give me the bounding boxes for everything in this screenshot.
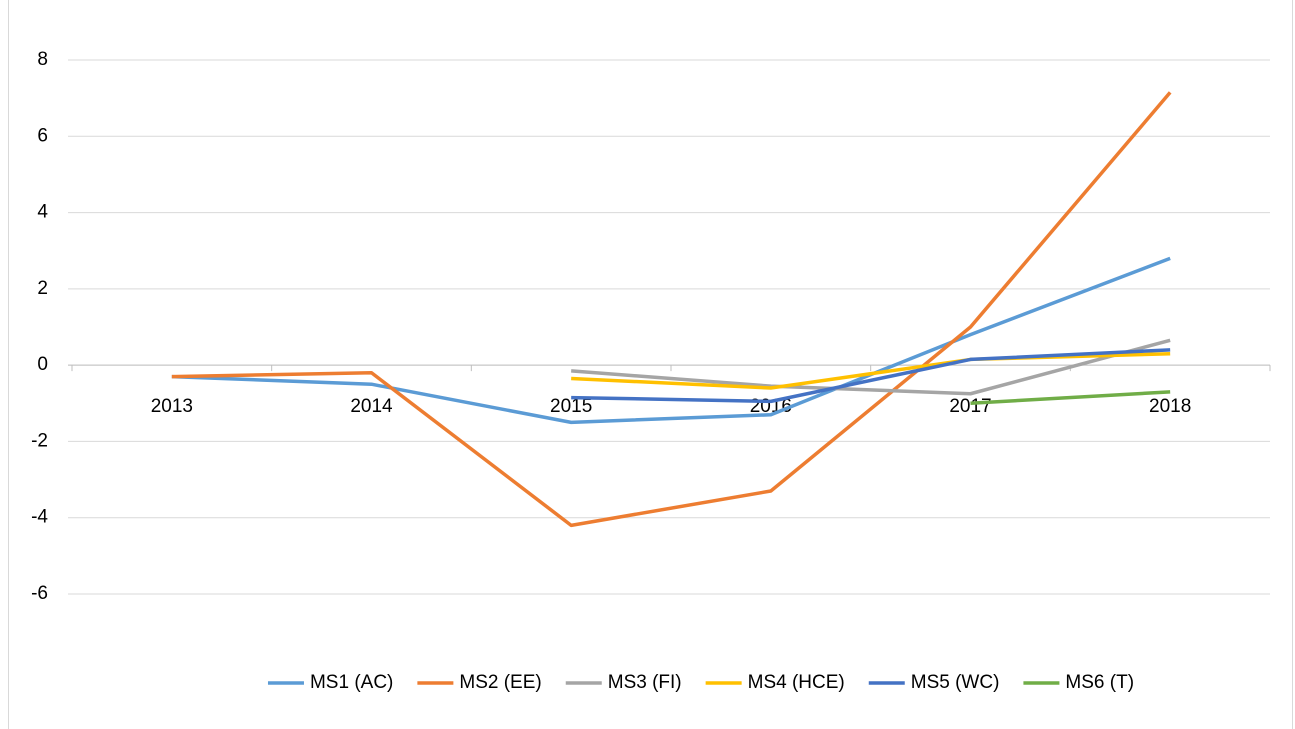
series-line xyxy=(571,351,1171,390)
legend-item: MS6 (T) xyxy=(1023,672,1134,693)
legend-item: MS2 (EE) xyxy=(417,672,542,693)
x-tick-label: 2013 xyxy=(151,396,193,417)
x-tick-label: 2018 xyxy=(1149,396,1191,417)
y-tick-label: 6 xyxy=(37,125,48,146)
y-tick-label: -2 xyxy=(31,430,48,451)
x-tick-label: 2015 xyxy=(550,396,592,417)
series-line xyxy=(171,91,1172,528)
y-tick-label: -6 xyxy=(31,583,48,604)
legend-item: MS4 (HCE) xyxy=(705,672,845,693)
series-line xyxy=(970,390,1171,406)
y-tick-label: 2 xyxy=(37,278,48,299)
series-line xyxy=(171,256,1171,425)
y-tick-label: 0 xyxy=(37,354,48,375)
legend-label: MS5 (WC) xyxy=(911,672,1000,693)
y-tick-label: 4 xyxy=(37,202,48,223)
series-line xyxy=(571,348,1171,404)
y-tick-label: -4 xyxy=(31,507,48,528)
legend-label: MS3 (FI) xyxy=(608,672,682,693)
legend-label: MS4 (HCE) xyxy=(748,672,845,693)
series-line xyxy=(571,338,1171,396)
legend-label: MS1 (AC) xyxy=(310,672,393,693)
legend-item: MS1 (AC) xyxy=(267,672,393,693)
legend-item: MS3 (FI) xyxy=(565,672,682,693)
legend-label: MS6 (T) xyxy=(1065,672,1134,693)
x-tick-label: 2014 xyxy=(350,396,393,417)
y-tick-label: 8 xyxy=(37,49,48,70)
legend-item: MS5 (WC) xyxy=(868,672,1000,693)
legend-label: MS2 (EE) xyxy=(459,672,541,693)
x-tick-label: 2017 xyxy=(949,396,991,417)
chart-frame xyxy=(8,0,1293,729)
